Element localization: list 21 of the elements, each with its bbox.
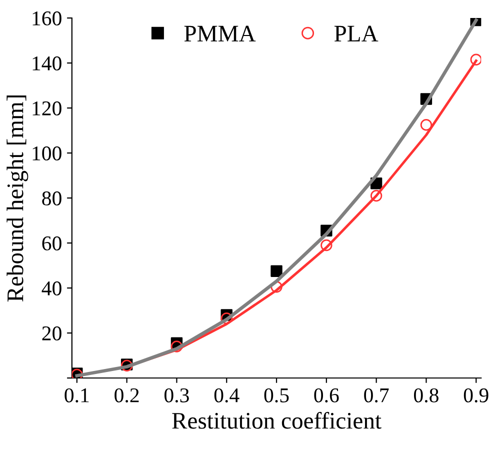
x-tick-label: 0.8 bbox=[414, 388, 438, 402]
y-tick-label: 80 bbox=[42, 191, 62, 206]
x-tick-label: 0.5 bbox=[264, 388, 289, 402]
x-tick-label: 0.1 bbox=[64, 388, 89, 402]
x-tick-label: 0.4 bbox=[214, 388, 240, 402]
legend-label: PMMA bbox=[184, 26, 256, 42]
x-tick-label: 0.9 bbox=[464, 388, 488, 402]
y-tick-label: 140 bbox=[32, 56, 62, 70]
y-tick-label: 40 bbox=[42, 281, 62, 296]
x-axis-title: Restitution coefficient bbox=[172, 412, 382, 429]
x-tick-label: 0.6 bbox=[314, 388, 339, 402]
y-tick-label: 160 bbox=[32, 11, 62, 26]
legend-label: PLA bbox=[334, 26, 378, 42]
y-tick-label: 120 bbox=[32, 101, 62, 116]
x-tick-label: 0.7 bbox=[364, 388, 389, 402]
y-axis-title: Rebound height [mm] bbox=[6, 95, 28, 302]
x-tick-label: 0.2 bbox=[114, 388, 139, 402]
y-tick-label: 60 bbox=[42, 236, 62, 250]
x-tick-label: 0.3 bbox=[164, 388, 189, 402]
y-tick-label: 20 bbox=[42, 326, 62, 340]
y-tick-label: 100 bbox=[32, 146, 62, 160]
